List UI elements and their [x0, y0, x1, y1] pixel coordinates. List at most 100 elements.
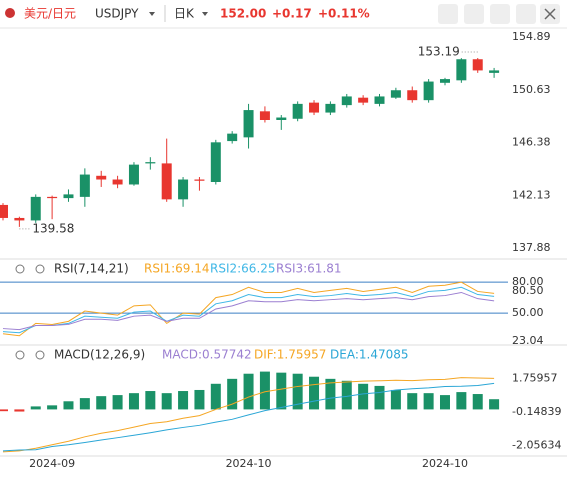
macd-bar — [178, 391, 189, 410]
panel-title: RSI(7,14,21) — [54, 262, 129, 276]
pair-name[interactable]: 美元/日元 — [24, 7, 76, 21]
candle-body — [439, 79, 450, 83]
line — [2, 377, 495, 453]
line — [2, 281, 495, 337]
x-tick-label: 2024-09 — [29, 457, 75, 470]
legend-entry: RSI1:69.14 — [144, 262, 210, 276]
candle-body — [227, 133, 238, 142]
tool-button[interactable] — [490, 4, 510, 24]
candle-body — [14, 217, 25, 221]
dropdown-icon[interactable] — [149, 12, 155, 16]
macd-bar — [407, 393, 418, 410]
candle-body — [390, 90, 401, 98]
x-tick-label: 2024-10 — [226, 457, 272, 470]
candle-body — [194, 179, 205, 181]
y-tick-label: 80.00 — [512, 275, 544, 288]
candle-body — [112, 179, 123, 185]
candle-body — [309, 102, 320, 113]
line — [2, 286, 495, 334]
y-tick-label: 154.89 — [512, 30, 551, 43]
legend-entry: RSI3:61.81 — [276, 262, 342, 276]
symbol[interactable]: USDJPY — [95, 7, 139, 21]
y-tick-label: 142.13 — [512, 188, 551, 201]
high-label: 153.19 — [418, 45, 460, 59]
candle-body — [243, 110, 254, 138]
macd-bar — [112, 395, 123, 410]
candle-body — [161, 163, 172, 200]
toolbar: 美元/日元 USDJPY 日K 152.00 +0.17 +0.11% — [5, 4, 560, 24]
tool-button[interactable] — [464, 4, 484, 24]
macd-bar — [439, 395, 450, 410]
macd-bar — [325, 378, 336, 410]
y-tick-label: -2.05634 — [512, 439, 561, 452]
macd-bar — [472, 394, 483, 410]
candle-body — [472, 59, 483, 71]
candle-body — [374, 96, 385, 104]
tool-button[interactable] — [516, 4, 536, 24]
candle-body — [358, 97, 369, 103]
macd-bar — [30, 406, 41, 410]
candle-body — [407, 90, 418, 101]
candle-body — [210, 142, 221, 182]
macd-bar — [128, 393, 139, 410]
macd-bar — [194, 389, 205, 410]
candle-body — [325, 103, 336, 113]
y-tick-label: 1.75957 — [512, 371, 558, 384]
legend-entry: DEA:1.47085 — [330, 348, 409, 362]
macd-bar — [259, 371, 270, 410]
macd-bar — [145, 391, 156, 410]
macd-bar — [292, 373, 303, 410]
macd-bar — [276, 372, 287, 410]
candle-body — [30, 196, 41, 221]
macd-bar — [374, 385, 385, 410]
y-tick-label: 137.88 — [512, 241, 551, 254]
macd-bar — [390, 389, 401, 410]
y-tick-label: 50.00 — [512, 306, 544, 319]
gear-icon[interactable] — [35, 350, 45, 360]
macd-bar — [243, 373, 254, 410]
macd-bar — [63, 401, 74, 410]
macd-bar — [341, 380, 352, 410]
macd-bar — [423, 393, 434, 410]
macd-bar — [227, 378, 238, 410]
eye-icon[interactable] — [15, 264, 25, 274]
macd-bar — [0, 409, 8, 412]
x-tick-label: 2024-10 — [422, 457, 468, 470]
candle-body — [96, 175, 107, 180]
y-tick-label: 150.63 — [512, 83, 551, 96]
close-icon[interactable] — [544, 8, 556, 20]
candle-body — [47, 196, 58, 199]
legend-entry: RSI2:66.25 — [210, 262, 276, 276]
y-tick-label: 23.04 — [512, 334, 544, 347]
macd-bar — [309, 376, 320, 410]
candle-body — [489, 70, 500, 73]
panel-title: MACD(12,26,9) — [54, 348, 145, 362]
legend-entry: MACD:0.57742 — [162, 348, 252, 362]
candle-body — [423, 81, 434, 101]
y-tick-label: -0.14839 — [512, 405, 561, 418]
value-tag: 80.50 — [512, 284, 544, 297]
eye-icon[interactable] — [15, 350, 25, 360]
legend-entry: DIF:1.75957 — [254, 348, 326, 362]
y-tick-label: 146.38 — [512, 136, 551, 149]
period[interactable]: 日K — [174, 7, 195, 21]
macd-bar — [456, 392, 467, 410]
candle-body — [276, 117, 287, 120]
low-label: 139.58 — [32, 221, 74, 235]
macd-bar — [14, 409, 25, 412]
candle-body — [341, 96, 352, 106]
candle-body — [145, 162, 156, 164]
gear-icon[interactable] — [35, 264, 45, 274]
tool-button[interactable] — [438, 4, 458, 24]
candle-body — [63, 194, 74, 199]
macd-bar — [79, 398, 90, 410]
macd-bar — [358, 383, 369, 410]
candle-body — [0, 204, 8, 218]
macd-bar — [210, 383, 221, 410]
candle-body — [259, 111, 270, 120]
dropdown-icon[interactable] — [202, 12, 208, 16]
macd-bar — [96, 396, 107, 410]
candle-body — [178, 179, 189, 200]
